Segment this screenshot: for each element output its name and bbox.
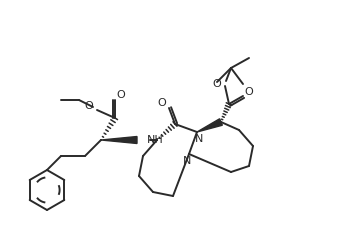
Polygon shape [101,137,137,144]
Text: O: O [245,87,253,97]
Text: NH: NH [147,135,164,145]
Text: O: O [213,79,221,89]
Text: O: O [117,90,125,100]
Text: N: N [195,134,203,144]
Text: O: O [158,98,166,108]
Text: N: N [183,156,191,166]
Text: O: O [85,101,93,111]
Polygon shape [197,119,222,132]
